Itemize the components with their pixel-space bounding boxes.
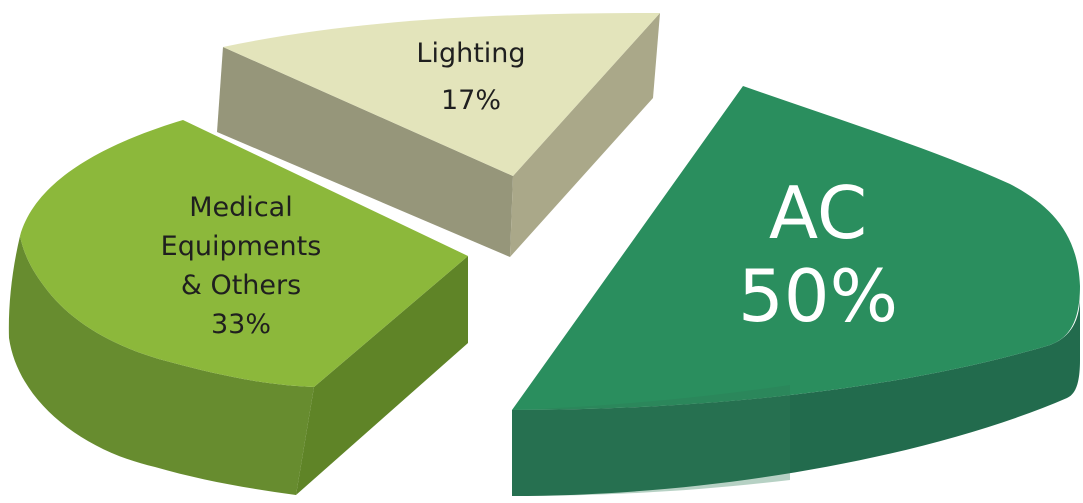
- pie-label-ac-percent: 50%: [738, 254, 898, 338]
- pie-slice-ac: AC 50%: [512, 86, 1080, 496]
- pie-slice-ac-top: [512, 86, 1080, 410]
- pie-label-lighting-percent: 17%: [441, 85, 501, 116]
- pie-slice-ac-shading: [512, 385, 790, 496]
- pie-label-medical-line-3: & Others: [181, 270, 301, 301]
- pie-label-lighting-name: Lighting: [416, 38, 525, 69]
- pie-label-medical-percent: 33%: [211, 309, 271, 340]
- pie-slice-lighting-top: [223, 13, 660, 176]
- pie-slice-medical: Medical Equipments & Others 33%: [8, 120, 468, 495]
- pie-label-medical-line-2: Equipments: [161, 231, 322, 262]
- pie-slice-lighting-left-side: [217, 47, 513, 257]
- pie-slice-medical-front: [296, 256, 468, 495]
- pie-label-ac-name: AC: [769, 171, 867, 255]
- pie-slice-ac-side: [512, 296, 1080, 496]
- pie-slice-medical-side: [8, 236, 314, 495]
- pie-slice-lighting: Lighting 17%: [217, 13, 660, 257]
- pie-slice-medical-top: [20, 120, 468, 387]
- pie-slice-lighting-right-side: [510, 13, 660, 257]
- pie-label-medical-line-1: Medical: [189, 192, 292, 223]
